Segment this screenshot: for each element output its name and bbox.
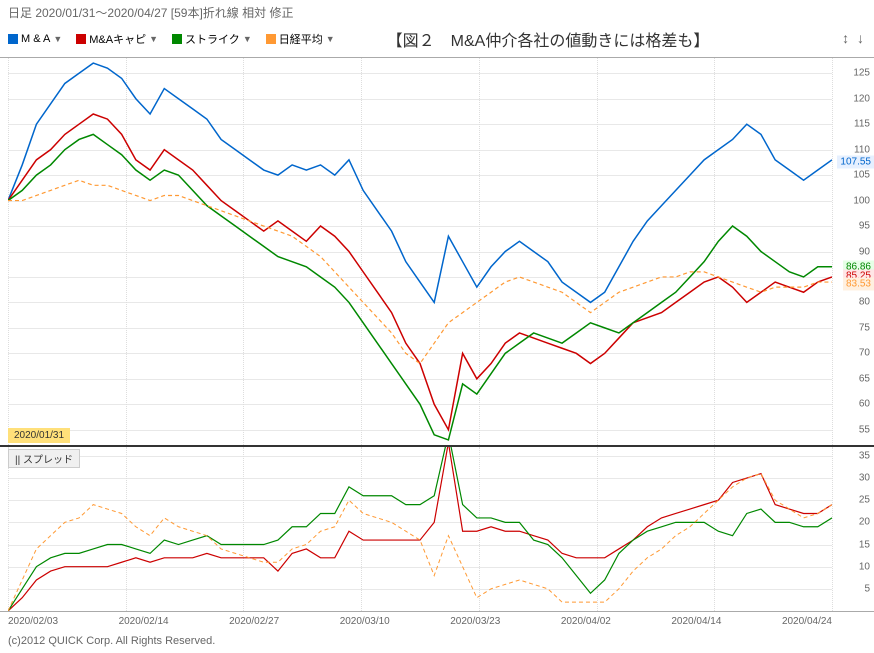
y-tick: 30 (859, 473, 870, 484)
legend-item[interactable]: ストライク▼ (172, 31, 252, 47)
dropdown-icon[interactable]: ▼ (326, 34, 335, 44)
y-tick: 55 (859, 424, 870, 435)
y-tick: 90 (859, 246, 870, 257)
end-marker: 107.55 (837, 156, 874, 169)
copyright: (c)2012 QUICK Corp. All Rights Reserved. (0, 631, 874, 651)
y-tick: 80 (859, 297, 870, 308)
y-tick: 10 (859, 561, 870, 572)
legend-swatch (266, 34, 276, 44)
scale-arrows[interactable]: ↕ ↓ (842, 30, 866, 46)
x-label: 2020/04/02 (561, 616, 611, 627)
y-tick: 125 (853, 68, 870, 79)
y-tick: 120 (853, 93, 870, 104)
legend-row: M & A▼M&Aキャピ▼ストライク▼日経平均▼ 【図２ M&A仲介各社の値動き… (0, 25, 874, 53)
dropdown-icon[interactable]: ▼ (243, 34, 252, 44)
main-chart: 556065707580859095100105110115120125107.… (0, 57, 874, 447)
y-tick: 5 (864, 583, 870, 594)
y-tick: 110 (854, 144, 870, 155)
y-tick: 65 (859, 373, 870, 384)
main-chart-container: 556065707580859095100105110115120125107.… (0, 57, 874, 631)
y-tick: 75 (859, 322, 870, 333)
chart-header: 日足 2020/01/31～2020/04/27 [59本]折れ線 相対 修正 (0, 0, 874, 25)
x-label: 2020/04/24 (782, 616, 832, 627)
legend-label: 日経平均 (279, 31, 323, 47)
dropdown-icon[interactable]: ▼ (149, 34, 158, 44)
legend-label: M & A (21, 33, 50, 45)
end-marker: 83.53 (843, 278, 874, 291)
y-tick: 95 (859, 221, 870, 232)
y-tick: 115 (854, 119, 870, 130)
spread-badge[interactable]: || スプレッド (8, 449, 80, 468)
x-label: 2020/02/03 (8, 616, 58, 627)
y-tick: 70 (859, 348, 870, 359)
x-label: 2020/02/14 (119, 616, 169, 627)
y-tick: 100 (853, 195, 870, 206)
dropdown-icon[interactable]: ▼ (53, 34, 62, 44)
y-tick: 105 (853, 170, 870, 181)
x-axis: 2020/02/03 2020/02/14 2020/02/27 2020/03/10… (0, 612, 874, 631)
chart-title: 【図２ M&A仲介各社の値動きには格差も】 (387, 27, 710, 51)
y-tick: 25 (859, 495, 870, 506)
x-label: 2020/02/27 (229, 616, 279, 627)
y-tick: 35 (859, 450, 870, 461)
legend-swatch (76, 34, 86, 44)
y-tick: 15 (859, 539, 870, 550)
legend-item[interactable]: M&Aキャピ▼ (76, 31, 158, 47)
x-label: 2020/03/10 (340, 616, 390, 627)
legend-swatch (172, 34, 182, 44)
legend-label: M&Aキャピ (89, 31, 146, 47)
legend-item[interactable]: 日経平均▼ (266, 31, 335, 47)
x-label: 2020/04/14 (671, 616, 721, 627)
y-tick: 20 (859, 517, 870, 528)
legend-swatch (8, 34, 18, 44)
legend-label: ストライク (185, 31, 240, 47)
y-tick: 60 (859, 399, 870, 410)
sub-chart: || スプレッド 5 10 15 20 25 30 35 (0, 447, 874, 612)
x-label: 2020/03/23 (450, 616, 500, 627)
date-badge: 2020/01/31 (8, 428, 70, 443)
legend-item[interactable]: M & A▼ (8, 31, 62, 47)
